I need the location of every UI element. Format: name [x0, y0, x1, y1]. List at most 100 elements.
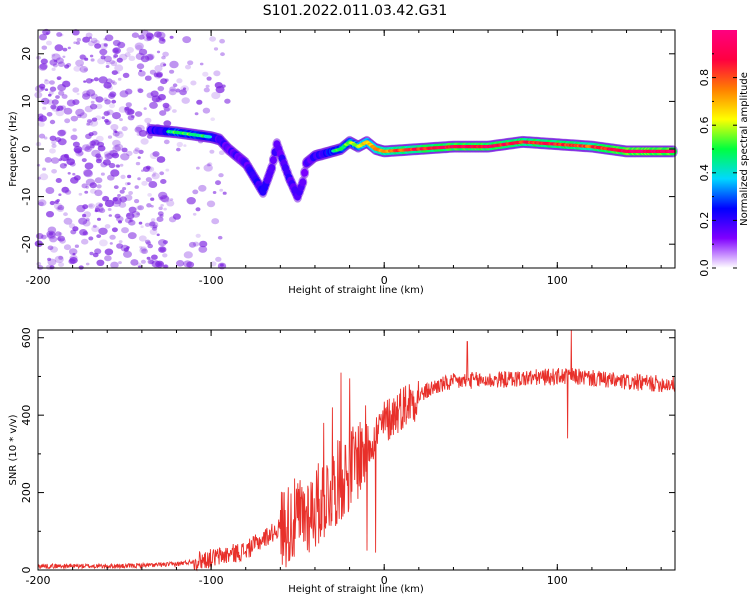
snr-panel: -200 -100 0 100 0 200 400 600 Height of straigh…	[8, 327, 676, 595]
spectrogram-noise-blob	[137, 156, 141, 159]
spectrogram-noise-blob	[172, 109, 177, 113]
spectrogram-noise-blob	[122, 72, 130, 78]
spectrogram-noise-blob	[89, 182, 97, 189]
spectrogram-noise-blob	[135, 124, 145, 133]
spectrogram-noise-blob	[194, 112, 199, 116]
spectrogram-noise-blob	[82, 213, 87, 218]
spectrogram-noise-blob	[198, 245, 208, 253]
spectrogram-noise-blob	[128, 191, 134, 195]
spectrogram-noise-blob	[55, 207, 60, 211]
spectrogram-noise-blob	[219, 38, 226, 44]
spectrogram-ridge-mid	[299, 178, 307, 187]
spectrogram-noise-blob	[123, 247, 129, 252]
spectrogram-noise-blob	[57, 206, 64, 213]
spectrogram-noise-blob	[206, 163, 211, 167]
spectrogram-noise-blob	[176, 260, 185, 267]
spectrogram-noise-blob	[37, 163, 41, 167]
spectrogram-noise-blob	[114, 131, 124, 139]
spectrogram-noise-blob	[51, 99, 59, 105]
spectrogram-noise-blob	[56, 32, 63, 37]
snr-x-tick-label: -200	[26, 574, 51, 587]
spectrogram-noise-blob	[43, 136, 48, 140]
spectrogram-noise-blob	[120, 174, 126, 179]
spectrogram-noise-blob	[152, 173, 156, 177]
spectrogram-noise-blob	[59, 238, 66, 244]
spectrogram-noise-blob	[126, 47, 134, 53]
snr-y-tick-label: 400	[20, 405, 33, 426]
spectrogram-noise-blob	[96, 135, 104, 142]
spectrogram-noise-blob	[145, 177, 152, 183]
spectrogram-noise-blob	[124, 194, 133, 201]
spectrogram-noise-blob	[150, 90, 159, 98]
spectrogram-y-tick-label: 0	[20, 146, 33, 153]
spectrogram-noise-blob	[36, 55, 41, 60]
spectrogram-noise-blob	[115, 164, 120, 168]
spectrogram-noise-blob	[185, 64, 191, 70]
spectrogram-noise-blob	[163, 207, 167, 211]
spectrogram-noise-blob	[140, 138, 149, 145]
spectrogram-noise-blob	[145, 165, 151, 170]
spectrogram-noise-blob	[160, 179, 167, 184]
spectrogram-noise-blob	[169, 35, 174, 39]
spectrogram-noise-blob	[111, 99, 117, 104]
spectrogram-noise-blob	[72, 128, 77, 132]
spectrogram-noise-blob	[85, 262, 90, 266]
spectrogram-noise-blob	[72, 141, 80, 148]
spectrogram-noise-blob	[217, 235, 223, 240]
spectrogram-noise-blob	[84, 162, 94, 170]
spectrogram-noise-blob	[77, 114, 82, 118]
spectrogram-noise-blob	[162, 253, 168, 258]
spectrogram-noise-blob	[85, 78, 93, 84]
spectrogram-noise-blob	[180, 85, 190, 93]
spectrogram-noise-blob	[58, 158, 62, 162]
snr-x-tick-label: 0	[381, 574, 388, 587]
spectrogram-noise-blob	[220, 52, 225, 57]
spectrogram-noise-blob	[139, 245, 143, 249]
spectrogram-noise-blob	[104, 199, 115, 208]
spectrogram-noise-blob	[118, 130, 123, 134]
spectrogram-noise-blob	[160, 78, 168, 85]
spectrogram-noise-blob	[81, 158, 87, 163]
spectrogram-noise-blob	[88, 132, 94, 137]
spectrogram-noise-blob	[84, 146, 92, 153]
spectrogram-noise-blob	[137, 70, 146, 77]
spectrogram-noise-blob	[127, 232, 137, 240]
spectrogram-noise-blob	[176, 78, 183, 84]
spectrogram-noise-blob	[159, 171, 165, 176]
spectrogram-noise-blob	[154, 65, 163, 72]
spectrogram-noise-blob	[106, 152, 114, 159]
spectrogram-noise-blob	[119, 118, 123, 122]
spectrogram-noise-blob	[74, 148, 82, 154]
spectrogram-noise-blob	[181, 97, 190, 104]
spectrogram-noise-blob	[86, 120, 94, 126]
spectrogram-noise-blob	[95, 158, 102, 164]
spectrogram-noise-blob	[107, 174, 115, 181]
colorbar-strip	[712, 30, 737, 268]
spectrogram-noise-blob	[149, 101, 158, 109]
spectrogram-noise-blob	[203, 87, 210, 93]
spectrogram-noise-blob	[169, 198, 174, 201]
spectrogram-noise-blob	[133, 149, 139, 155]
spectrogram-noise-blob	[127, 115, 135, 121]
spectrogram-noise-blob	[37, 199, 47, 207]
spectrogram-noise-blob	[153, 31, 162, 38]
spectrogram-noise-blob	[152, 226, 158, 231]
spectrogram-noise-blob	[215, 256, 222, 262]
spectrogram-noise-blob	[186, 197, 196, 205]
snr-frame	[37, 329, 676, 571]
spectrogram-noise-blob	[155, 71, 163, 78]
spectrogram-noise-blob	[94, 189, 103, 197]
spectrogram-noise-blob	[95, 103, 103, 110]
spectrogram-noise-blob	[75, 59, 84, 67]
spectrogram-ridge-mid	[269, 156, 277, 165]
spectrogram-noise-blob	[198, 184, 207, 192]
spectrogram-noise-blob	[84, 190, 89, 194]
spectrogram-noise-blob	[55, 178, 62, 183]
spectrogram-noise-blob	[82, 93, 91, 100]
spectrogram-noise-blob	[97, 57, 106, 65]
spectrogram-noise-blob	[205, 84, 210, 88]
spectrogram-noise-blob	[203, 164, 213, 172]
spectrogram-noise-blob	[79, 54, 86, 60]
spectrogram-noise-blob	[102, 195, 110, 202]
spectrogram-noise-blob	[144, 75, 152, 81]
